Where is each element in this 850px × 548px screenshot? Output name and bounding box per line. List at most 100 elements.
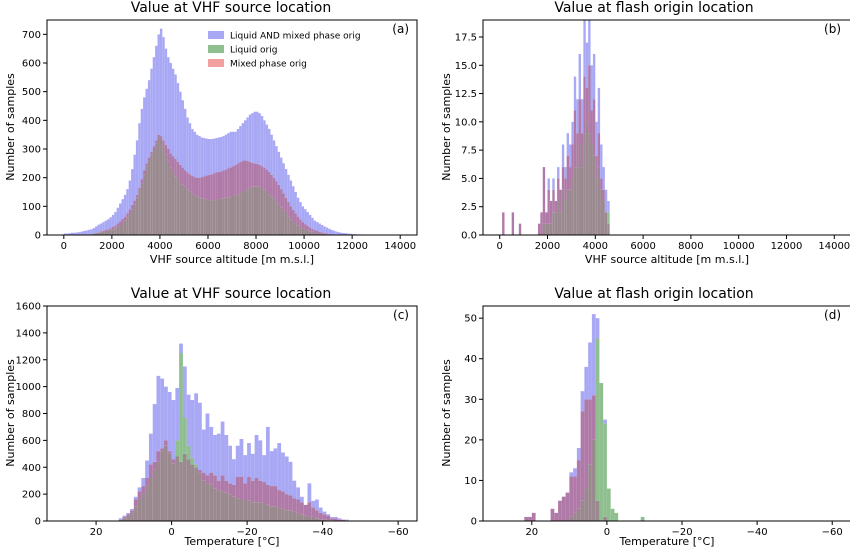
histogram-bar-c bbox=[284, 510, 289, 521]
histogram-bar-a bbox=[313, 230, 317, 233]
histogram-bar-a bbox=[140, 179, 144, 184]
histogram-bar-c bbox=[235, 498, 240, 521]
histogram-bar-b bbox=[573, 76, 577, 111]
histogram-bar-a bbox=[195, 177, 199, 197]
histogram-bar-b bbox=[537, 223, 541, 235]
histogram-bar-a bbox=[268, 128, 271, 172]
x-tick-label: 10000 bbox=[288, 241, 320, 252]
histogram-bar-a bbox=[251, 113, 254, 163]
histogram-bar-d bbox=[584, 399, 589, 489]
histogram-bar-b bbox=[566, 155, 570, 190]
histogram-bar-c bbox=[262, 503, 266, 521]
histogram-bar-c bbox=[269, 506, 274, 521]
histogram-bar-a bbox=[219, 171, 223, 199]
histogram-bar-a bbox=[256, 111, 259, 164]
histogram-bar-c bbox=[179, 461, 183, 521]
histogram-bar-a bbox=[299, 226, 302, 235]
histogram-bar-c bbox=[243, 483, 248, 500]
histogram-bar-b bbox=[583, 133, 586, 235]
histogram-bar-a bbox=[256, 186, 259, 235]
histogram-bar-c bbox=[137, 487, 142, 492]
histogram-bar-c bbox=[126, 512, 131, 515]
histogram-bar-a bbox=[296, 197, 300, 217]
histogram-bar-b bbox=[607, 212, 610, 224]
histogram-bar-b bbox=[604, 189, 608, 213]
histogram-bar-b bbox=[597, 87, 601, 134]
histogram-bar-a bbox=[275, 202, 278, 235]
histogram-bar-a bbox=[232, 166, 235, 197]
histogram-bar-a bbox=[316, 222, 319, 231]
histogram-bar-a bbox=[135, 197, 139, 235]
histogram-bar-c bbox=[179, 353, 183, 462]
histogram-bar-b bbox=[557, 201, 560, 235]
histogram-bar-d bbox=[603, 516, 607, 521]
histogram-bar-a bbox=[186, 172, 189, 190]
histogram-bar-a bbox=[212, 173, 216, 201]
histogram-bar-b bbox=[571, 178, 574, 235]
histogram-bar-c bbox=[330, 518, 334, 521]
histogram-bar-a bbox=[195, 134, 199, 178]
y-tick-label: 100 bbox=[22, 202, 41, 213]
y-tick-label: 800 bbox=[22, 409, 41, 420]
histogram-bar-a bbox=[131, 209, 134, 235]
histogram-bar-a bbox=[171, 68, 175, 157]
histogram-bar-a bbox=[87, 229, 91, 235]
histogram-bar-a bbox=[159, 28, 163, 137]
histogram-bar-d bbox=[606, 488, 611, 521]
histogram-bar-a bbox=[109, 228, 112, 230]
histogram-bar-a bbox=[280, 207, 283, 235]
histogram-bar-a bbox=[244, 190, 247, 235]
histogram-bar-a bbox=[111, 229, 115, 235]
histogram-bar-a bbox=[318, 233, 321, 235]
histogram-bar-a bbox=[63, 233, 67, 235]
x-tick-label: −60 bbox=[822, 527, 843, 538]
histogram-bar-d bbox=[580, 391, 585, 412]
histogram-bar-a bbox=[325, 227, 329, 234]
panel-b-frame bbox=[482, 19, 850, 236]
histogram-bar-a bbox=[107, 229, 110, 231]
histogram-bar-c bbox=[318, 512, 323, 520]
histogram-bar-b bbox=[561, 144, 565, 168]
histogram-bar-b bbox=[576, 99, 579, 134]
histogram-bar-c bbox=[265, 504, 270, 521]
histogram-bar-c bbox=[130, 512, 134, 521]
y-tick-label: 0 bbox=[35, 231, 41, 242]
panel-c-frame bbox=[46, 305, 418, 522]
histogram-bar-a bbox=[260, 116, 264, 167]
histogram-bar-a bbox=[205, 199, 208, 235]
histogram-bar-a bbox=[135, 140, 139, 195]
y-tick-label: 17.5 bbox=[455, 32, 477, 43]
histogram-bar-a bbox=[207, 138, 211, 175]
histogram-bar-d bbox=[576, 508, 581, 521]
histogram-bar-a bbox=[263, 167, 266, 190]
histogram-bar-c bbox=[239, 476, 244, 500]
histogram-bar-d bbox=[603, 423, 607, 517]
histogram-bar-a bbox=[126, 217, 129, 235]
panel-a-label: (a) bbox=[392, 22, 409, 36]
x-tick-label: 12000 bbox=[771, 241, 803, 252]
histogram-bar-a bbox=[217, 137, 220, 172]
histogram-bar-a bbox=[337, 232, 341, 235]
x-tick-label: 4000 bbox=[583, 241, 608, 252]
histogram-bar-a bbox=[277, 184, 281, 205]
histogram-bar-d bbox=[588, 399, 592, 465]
histogram-bar-d bbox=[531, 512, 536, 521]
histogram-bar-c bbox=[288, 461, 293, 496]
y-tick-label: 200 bbox=[22, 490, 41, 501]
histogram-bar-c bbox=[167, 392, 172, 452]
histogram-bar-c bbox=[182, 366, 187, 418]
histogram-bar-a bbox=[99, 231, 103, 233]
histogram-bar-a bbox=[99, 232, 103, 235]
histogram-bar-d bbox=[554, 512, 559, 521]
histogram-bar-a bbox=[323, 232, 326, 234]
histogram-bar-a bbox=[95, 233, 98, 235]
histogram-bar-c bbox=[175, 456, 180, 521]
histogram-bar-c bbox=[205, 483, 210, 521]
histogram-bar-a bbox=[203, 198, 206, 235]
panel-d-label: (d) bbox=[824, 308, 841, 322]
histogram-bar-b bbox=[583, 20, 586, 77]
histogram-bar-a bbox=[244, 120, 247, 161]
histogram-bar-a bbox=[294, 223, 297, 235]
histogram-bar-c bbox=[186, 459, 191, 521]
